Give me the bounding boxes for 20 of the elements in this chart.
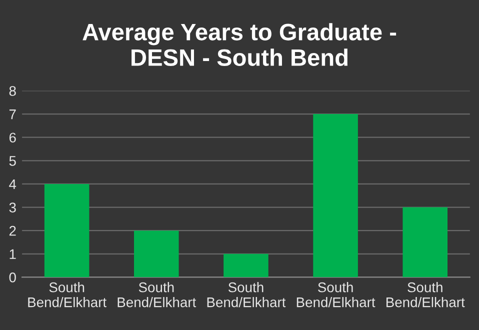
bar (224, 254, 268, 278)
y-tick-label: 3 (9, 202, 16, 212)
y-tick-label: 1 (10, 249, 16, 259)
x-tick-label: South Bend/Elkhart (296, 282, 376, 308)
y-tick-label: 6 (9, 132, 16, 143)
y-tick-label: 7 (9, 110, 16, 120)
y-tick-label: 0 (9, 272, 16, 282)
y-tick-label: 4 (9, 179, 16, 190)
x-tick-label: South Bend/Elkhart (386, 282, 465, 308)
chart-title: Average Years to Graduate - DESN - South Bend (82, 23, 396, 66)
x-tick-label: South Bend/Elkhart (118, 282, 196, 308)
x-tick-label: South Bend/Elkhart (28, 282, 106, 308)
bar (313, 114, 358, 278)
y-tick-label: 8 (9, 86, 16, 96)
bar (44, 184, 90, 278)
bar (402, 207, 448, 278)
bar (134, 230, 179, 278)
y-tick-label: 5 (9, 156, 16, 166)
x-tick-label: South Bend/Elkhart (207, 282, 286, 308)
y-tick-label: 2 (9, 226, 16, 236)
